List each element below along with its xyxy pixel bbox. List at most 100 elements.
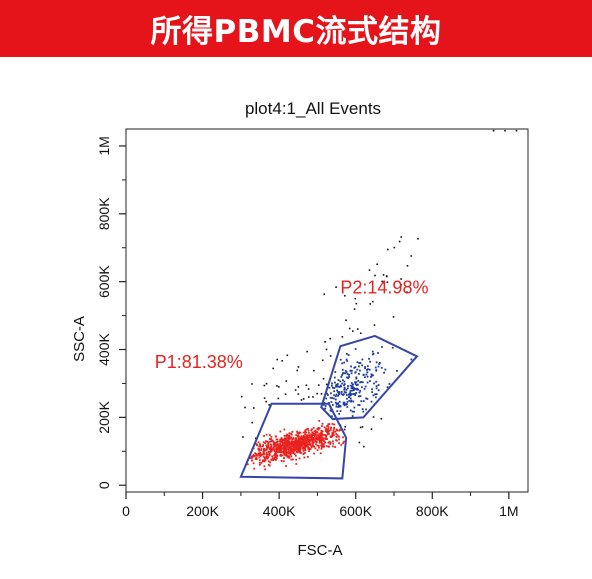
event-point-p1 <box>270 458 273 461</box>
event-point-p2 <box>348 375 351 378</box>
event-point-p2 <box>361 408 364 410</box>
event-point-p1 <box>314 440 316 443</box>
event-point-p1 <box>251 455 254 458</box>
event-point-p1 <box>290 432 293 435</box>
event-point-p1 <box>296 446 299 448</box>
event-point-ungated <box>392 316 395 318</box>
event-point-p1 <box>323 440 326 443</box>
event-point-ungated <box>359 426 362 429</box>
event-point-p1 <box>263 457 266 460</box>
event-point-p1 <box>305 438 307 440</box>
event-point-p2 <box>346 397 348 400</box>
event-point-p2 <box>345 391 348 394</box>
event-point-ungated <box>363 445 365 448</box>
event-point-p1 <box>312 441 315 444</box>
event-point-p2 <box>332 386 334 389</box>
event-point-p2 <box>348 396 350 399</box>
event-point-p2 <box>368 368 371 371</box>
event-point-p1 <box>325 434 328 437</box>
event-point-p1 <box>300 451 303 454</box>
event-point-p1 <box>308 436 310 439</box>
event-point-p2 <box>369 360 371 363</box>
event-point-p2 <box>331 404 334 406</box>
event-point-p2 <box>354 392 356 395</box>
event-point-p1 <box>306 434 309 436</box>
event-point-p1 <box>290 458 293 461</box>
event-point-p1 <box>316 437 319 439</box>
event-point-p1 <box>292 444 295 447</box>
event-point-p1 <box>310 445 313 448</box>
event-point-p1 <box>308 450 310 453</box>
event-point-p2 <box>341 379 344 382</box>
event-point-p1 <box>331 434 334 436</box>
event-point-p2 <box>351 385 353 388</box>
event-point-p1 <box>287 446 290 449</box>
event-point-p2 <box>364 385 367 388</box>
event-point-p1 <box>292 437 295 440</box>
event-point-p1 <box>327 423 330 426</box>
event-point-p2 <box>338 400 341 403</box>
event-point-p2 <box>365 408 367 411</box>
event-point-p1 <box>305 431 308 434</box>
event-point-p1 <box>312 438 315 441</box>
event-point-p1 <box>317 427 320 429</box>
event-point-p2 <box>377 389 380 392</box>
event-point-p1 <box>322 437 325 440</box>
event-point-p1 <box>337 435 340 438</box>
event-point-p1 <box>295 434 298 436</box>
event-point-ungated <box>263 397 266 399</box>
event-point-p2 <box>349 384 352 387</box>
event-point-p1 <box>289 453 292 456</box>
event-point-p2 <box>333 397 335 400</box>
event-point-p1 <box>301 438 303 441</box>
event-point-p1 <box>292 458 294 461</box>
event-point-p2 <box>343 383 346 386</box>
event-point-p1 <box>284 441 287 444</box>
event-point-p1 <box>270 435 273 438</box>
event-point-p1 <box>295 444 298 447</box>
event-point-ungated <box>387 248 389 251</box>
gate-p2-polygon[interactable] <box>320 334 419 421</box>
event-point-p1 <box>276 451 279 453</box>
axes: 0 200K 400K 600K 800K 1M 0 200K 400K 600K 800K 1M <box>96 136 519 519</box>
event-point-p1 <box>281 442 284 444</box>
event-point-p2 <box>339 358 342 361</box>
event-point-p2 <box>358 404 361 407</box>
event-point-p1 <box>300 441 303 444</box>
event-point-p2 <box>333 390 336 393</box>
event-point-p1 <box>305 441 307 444</box>
event-point-p1 <box>257 441 260 444</box>
event-point-p1 <box>250 456 253 459</box>
event-point-p1 <box>289 451 292 454</box>
event-point-p2 <box>366 365 369 368</box>
event-point-ungated <box>406 291 408 293</box>
event-point-p1 <box>262 459 264 462</box>
event-point-p1 <box>281 454 284 457</box>
event-point-p1 <box>313 452 315 455</box>
event-point-p1 <box>327 441 330 444</box>
event-point-p2 <box>336 410 339 413</box>
event-point-p2 <box>357 404 360 406</box>
event-point-p2 <box>346 373 349 375</box>
event-point-p2 <box>350 365 353 368</box>
event-point-p1 <box>317 434 319 437</box>
event-point-p1 <box>251 459 254 462</box>
event-point-p1 <box>299 450 301 453</box>
event-point-p1 <box>318 439 321 441</box>
event-point-p1 <box>291 440 294 443</box>
event-point-p1 <box>313 434 316 437</box>
event-point-p2 <box>350 387 353 390</box>
gate-p1-polygon[interactable] <box>239 402 348 480</box>
event-point-ungated <box>345 319 347 322</box>
event-point-p1 <box>320 447 323 450</box>
event-point-p1 <box>324 430 327 432</box>
event-point-p2 <box>350 382 353 384</box>
event-point-p2 <box>335 385 337 388</box>
flow-cytometry-scatter-plot: plot4:1_All Events P1:81.38% P2:14.98% 0 2… <box>71 99 529 559</box>
event-point-ungated <box>263 384 266 387</box>
event-point-p1 <box>342 442 345 445</box>
event-point-p1 <box>305 428 308 431</box>
event-point-p1 <box>275 455 278 458</box>
event-point-p1 <box>294 447 297 450</box>
event-point-p1 <box>296 430 299 433</box>
